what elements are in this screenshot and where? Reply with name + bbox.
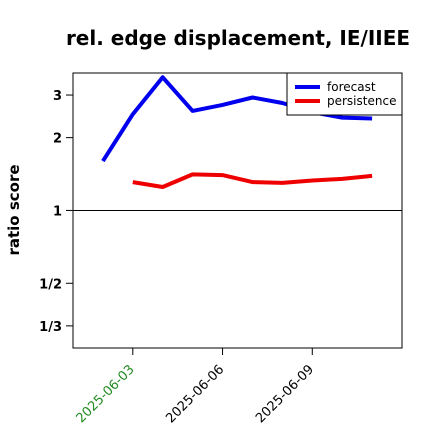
legend-box xyxy=(286,72,403,116)
persistence-series-line xyxy=(132,172,373,189)
legend-label-forecast: forecast xyxy=(327,80,376,94)
legend-label-persistence: persistence xyxy=(327,94,396,108)
chart-title: rel. edge displacement, IE/IIEE xyxy=(66,26,410,50)
y-tick-label: 1/2 xyxy=(39,277,62,292)
y-tick-label: 3 xyxy=(53,89,62,104)
x-tick-label: 2025-06-06 xyxy=(163,362,227,426)
x-tick-label: 2025-06-09 xyxy=(253,362,317,426)
y-tick-label: 2 xyxy=(53,132,62,147)
x-tick-label: 2025-06-03 xyxy=(74,362,138,426)
y-axis-label: ratio score xyxy=(5,164,23,255)
y-tick-label: 1 xyxy=(53,204,62,219)
y-tick-label: 1/3 xyxy=(39,320,62,335)
plot-area: 1/3 1/2 1 2 3 2025-06-03 2025-06-06 2025-06-09 xyxy=(39,72,403,426)
